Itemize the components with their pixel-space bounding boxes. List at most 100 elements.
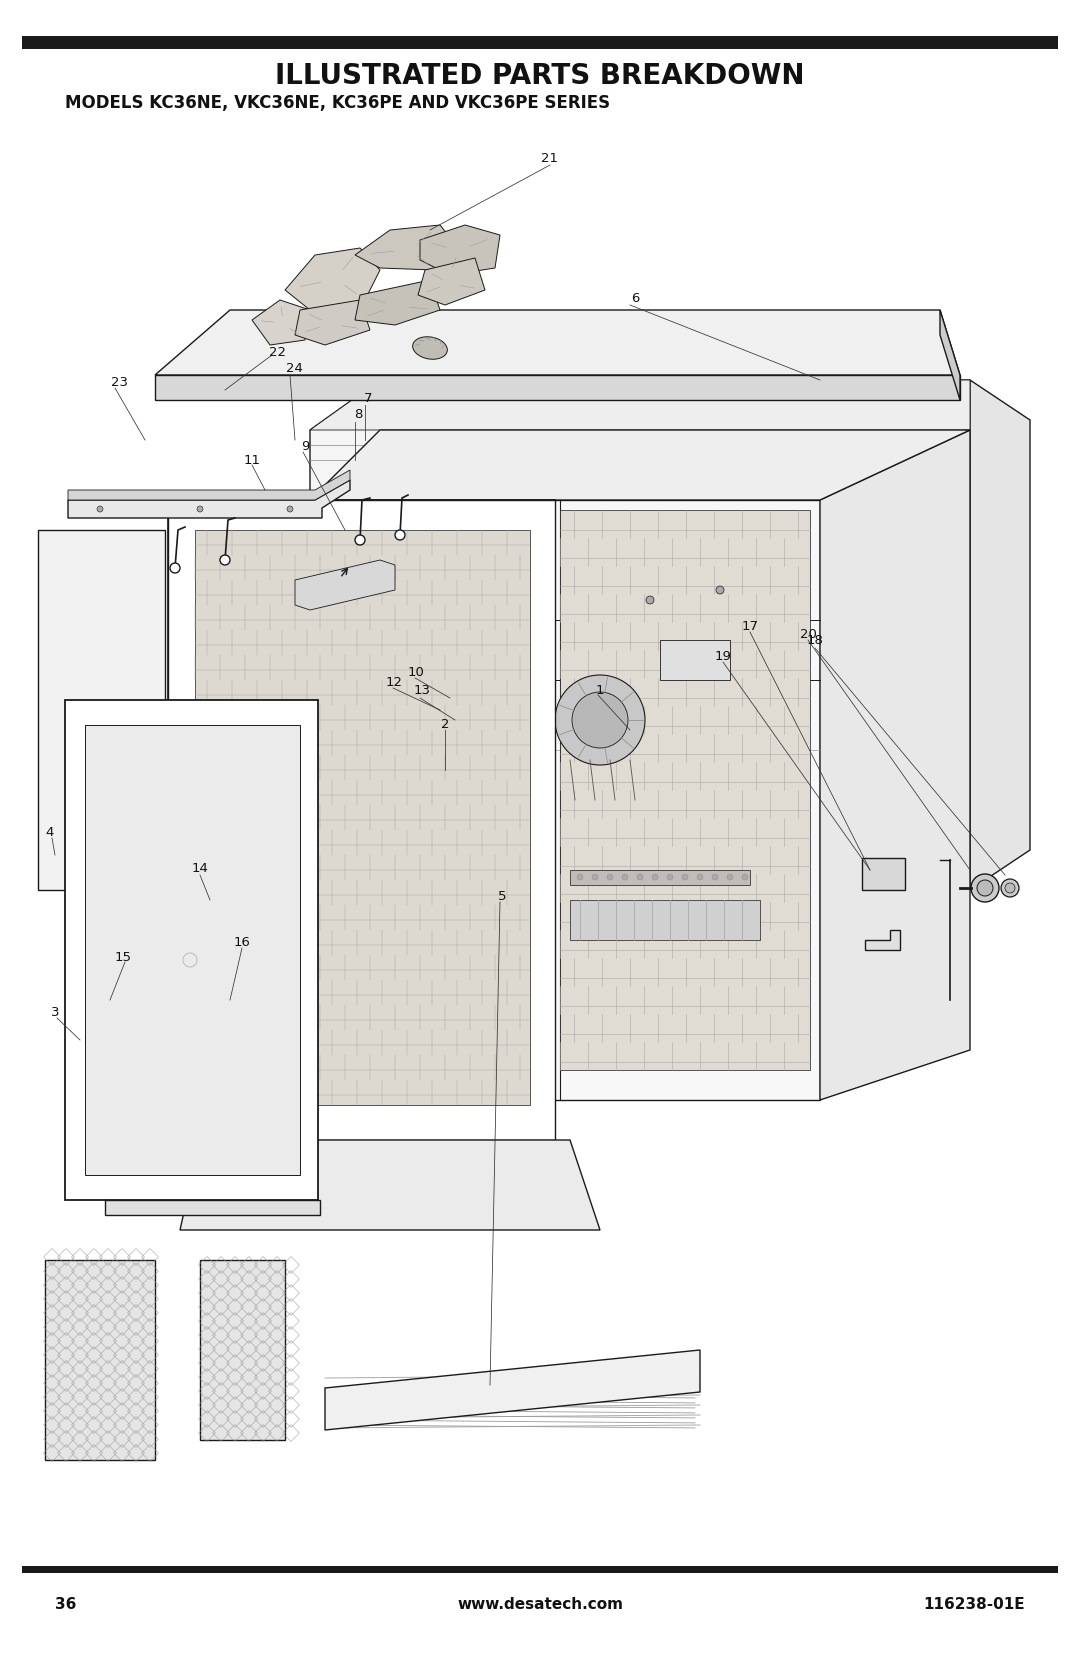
Bar [269,1257,285,1273]
Bar [43,1375,60,1392]
Bar [199,1298,216,1315]
Text: 17: 17 [742,619,758,633]
Bar [255,1410,271,1427]
Bar [71,1347,89,1364]
Polygon shape [68,481,350,517]
Circle shape [287,506,293,512]
Polygon shape [570,900,760,940]
Polygon shape [865,930,900,950]
Bar [213,1410,229,1427]
Bar [283,1340,299,1357]
Bar [241,1340,257,1357]
Circle shape [1005,883,1015,893]
Polygon shape [820,431,970,1100]
Bar [99,1402,117,1420]
Circle shape [697,875,703,880]
Bar [199,1285,216,1302]
Bar [85,1319,103,1335]
Bar [43,1417,60,1434]
Bar [213,1382,229,1400]
Bar [57,1277,75,1293]
Circle shape [592,875,598,880]
Bar [43,1402,60,1420]
Text: 2: 2 [441,718,449,731]
Polygon shape [200,1260,285,1440]
Circle shape [555,674,645,764]
Text: 5: 5 [498,890,507,903]
Polygon shape [862,858,905,890]
Bar [283,1369,299,1385]
Polygon shape [168,501,555,1140]
Bar [57,1290,75,1307]
Circle shape [727,875,733,880]
Bar [199,1410,216,1427]
Polygon shape [570,870,750,885]
Bar [227,1298,243,1315]
Bar [57,1319,75,1335]
Circle shape [977,880,993,896]
Circle shape [577,875,583,880]
Bar [241,1382,257,1400]
Bar [141,1262,159,1280]
Bar [99,1360,117,1377]
Polygon shape [561,511,810,1070]
Bar [227,1270,243,1287]
Bar [43,1389,60,1405]
Bar [113,1290,131,1307]
Bar [43,1319,60,1335]
Bar [227,1382,243,1400]
Bar [71,1262,89,1280]
Bar [85,1389,103,1405]
Bar [227,1397,243,1414]
Bar [199,1425,216,1442]
Bar [71,1290,89,1307]
Text: MODELS KC36NE, VKC36NE, KC36PE AND VKC36PE SERIES: MODELS KC36NE, VKC36NE, KC36PE AND VKC36… [65,93,610,112]
Text: 12: 12 [386,676,403,689]
Bar [113,1305,131,1322]
Circle shape [681,875,688,880]
Bar [141,1305,159,1322]
Bar [241,1425,257,1442]
Circle shape [652,875,658,880]
Bar [71,1389,89,1405]
Bar [57,1444,75,1462]
Bar [57,1332,75,1350]
Polygon shape [355,280,440,325]
Bar [57,1417,75,1434]
Bar [213,1425,229,1442]
Bar [255,1312,271,1330]
Bar [141,1347,159,1364]
Bar [213,1312,229,1330]
Text: 24: 24 [285,362,302,374]
Polygon shape [295,300,370,345]
Bar [71,1417,89,1434]
Bar [99,1319,117,1335]
Bar [113,1347,131,1364]
Bar [127,1375,145,1392]
Bar [269,1425,285,1442]
Bar [85,1402,103,1420]
Circle shape [395,531,405,541]
Bar [127,1444,145,1462]
Polygon shape [310,381,970,431]
Bar [99,1375,117,1392]
Polygon shape [325,1350,700,1430]
Text: 10: 10 [407,666,424,679]
Bar [43,1248,60,1265]
Text: 4: 4 [45,826,54,838]
Bar [127,1360,145,1377]
Polygon shape [156,310,960,376]
Circle shape [572,693,627,748]
Circle shape [742,875,748,880]
Bar [71,1332,89,1350]
Bar [141,1430,159,1447]
Bar [255,1397,271,1414]
Text: 14: 14 [191,861,208,875]
Bar [269,1410,285,1427]
Text: 23: 23 [110,377,127,389]
Bar [255,1270,271,1287]
Bar [43,1430,60,1447]
Bar [241,1257,257,1273]
Bar [99,1347,117,1364]
Bar [199,1397,216,1414]
